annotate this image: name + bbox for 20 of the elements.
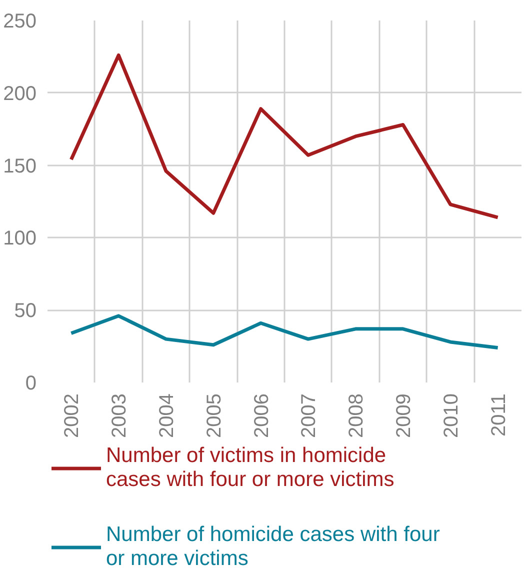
x-tick-label: 2003 (108, 393, 131, 438)
x-tick-label: 2010 (440, 393, 462, 438)
y-tick-label: 50 (14, 300, 37, 322)
x-tick-label: 2005 (203, 393, 226, 438)
legend-label: Number of victims in homicide cases with four or more victims (106, 444, 394, 492)
x-tick-label: 2006 (250, 393, 273, 438)
x-tick-label: 2009 (393, 393, 415, 438)
x-tick-label: 2007 (298, 393, 320, 438)
x-tick-label: 2011 (488, 393, 510, 437)
x-tick-label: 2004 (156, 393, 178, 438)
x-tick-label: 2002 (61, 393, 84, 438)
y-tick-label: 100 (3, 228, 37, 250)
x-tick-label: 2008 (346, 393, 368, 438)
line-series (69, 314, 500, 350)
line-series (69, 54, 500, 220)
y-tick-label: 0 (25, 372, 36, 394)
y-tick-label: 200 (3, 82, 37, 105)
y-tick-label: 250 (3, 10, 37, 32)
legend-label: Number of homicide cases with four or more victims (106, 523, 440, 571)
y-tick-label: 150 (3, 155, 37, 178)
